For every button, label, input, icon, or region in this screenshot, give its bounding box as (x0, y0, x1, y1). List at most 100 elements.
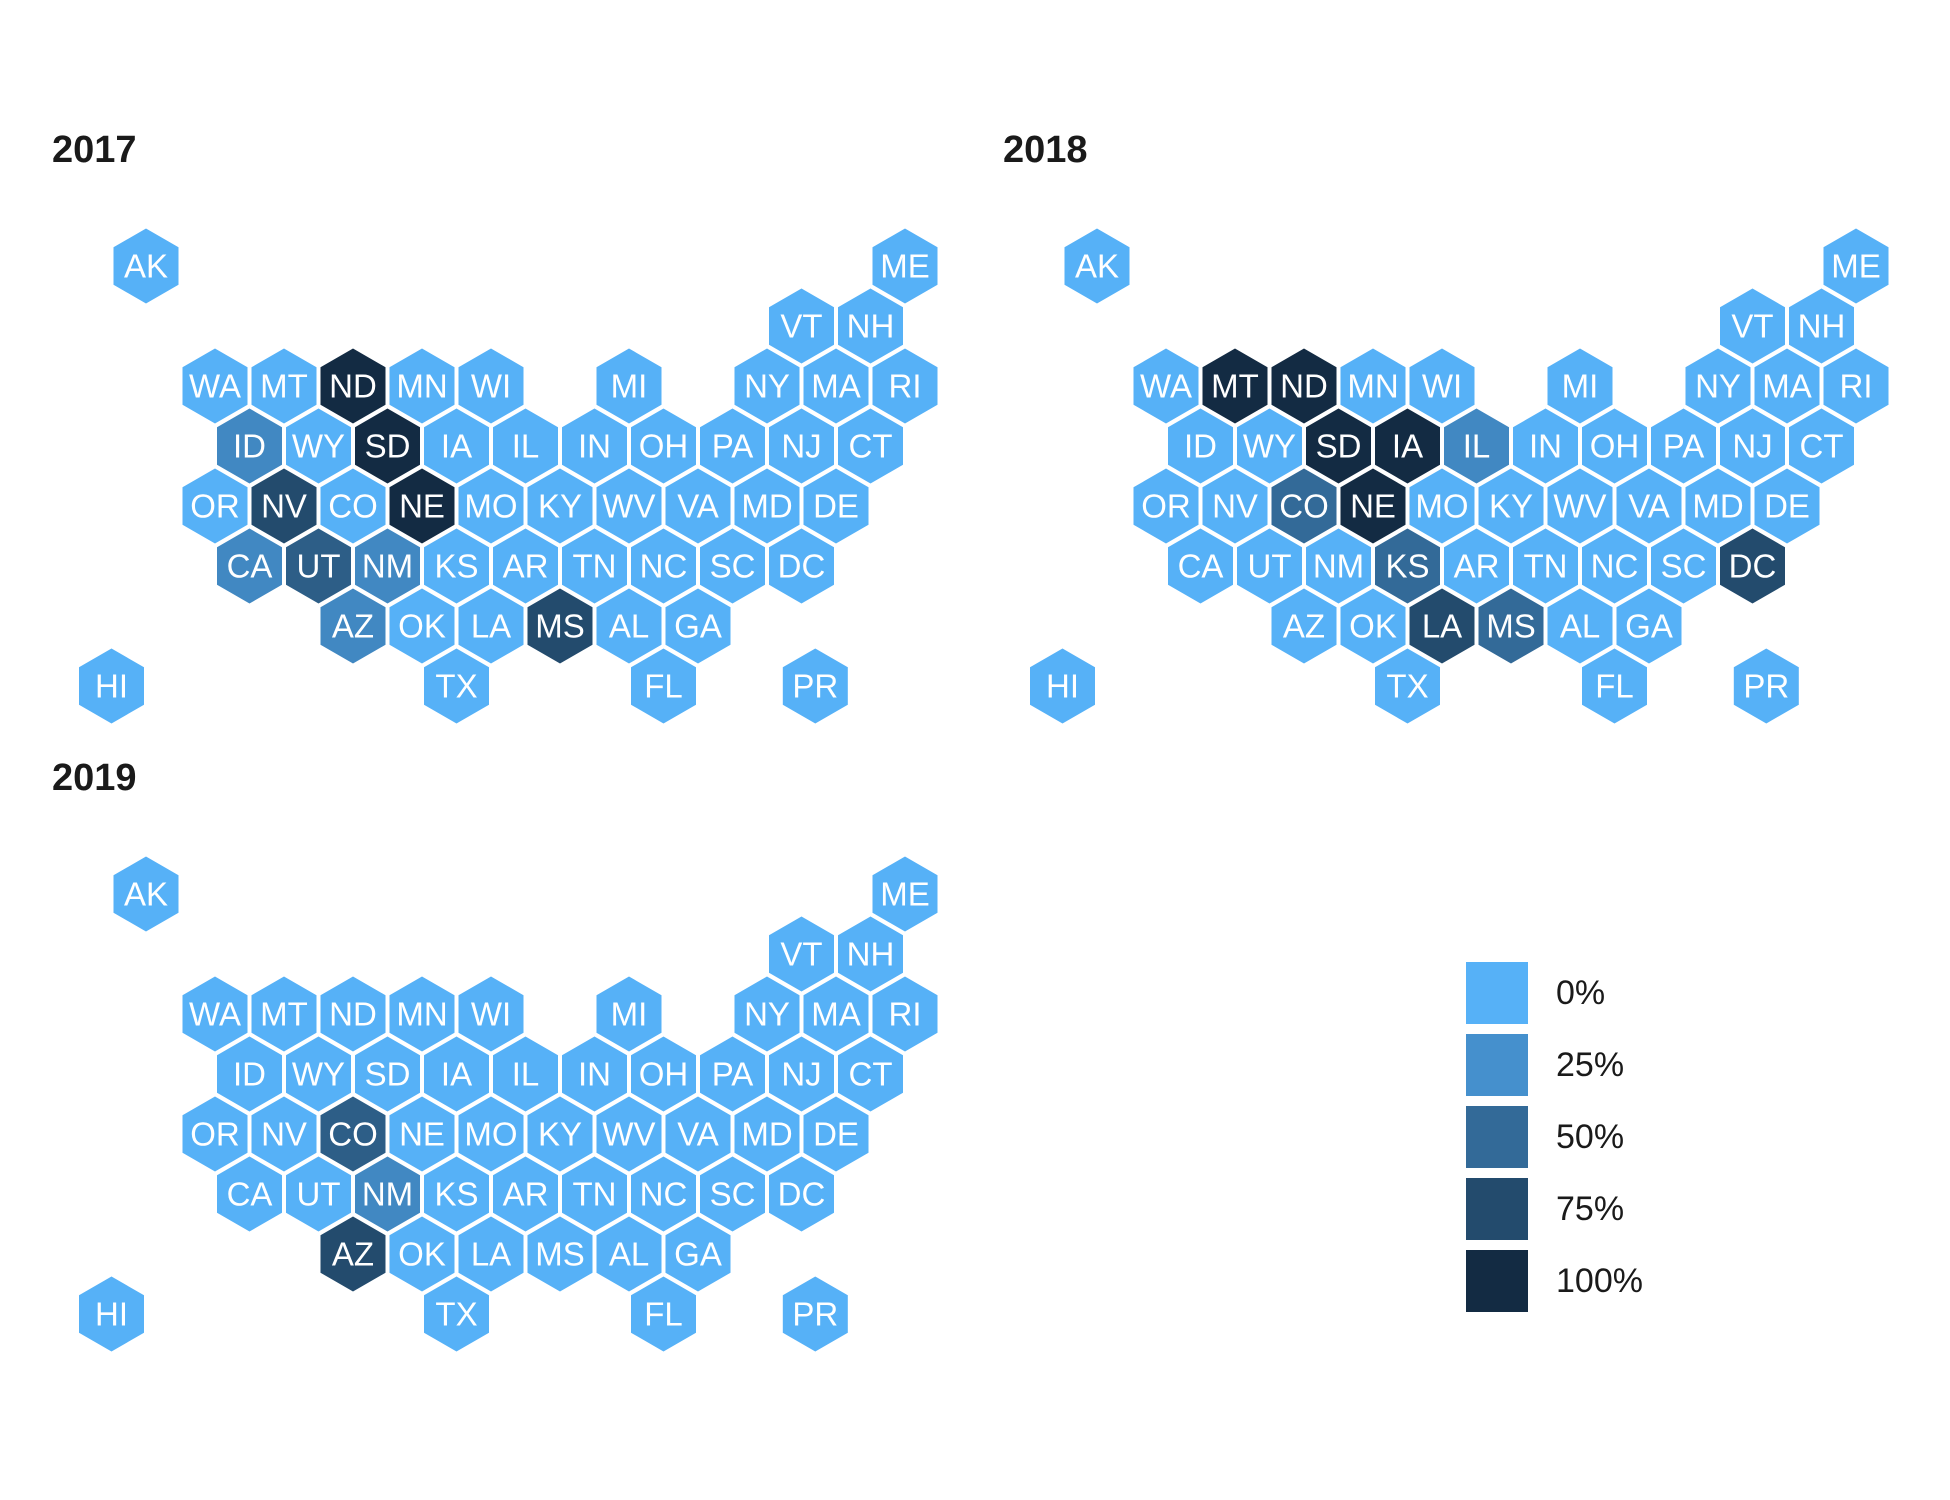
hex-ne (386, 1093, 458, 1175)
hex-tile-de: DE (800, 1093, 872, 1175)
hex-ga (662, 1213, 734, 1295)
hex-tile-or: OR (1130, 465, 1202, 547)
hex-tile-la: LA (455, 585, 527, 667)
hex-tile-az: AZ (317, 1213, 389, 1295)
hex-tile-al: AL (1544, 585, 1616, 667)
hex-wa (1130, 345, 1202, 427)
hex-mi (1544, 345, 1616, 427)
hex-label-de: DE (813, 1116, 859, 1153)
hex-label-ut: UT (1248, 548, 1292, 585)
hex-label-ok: OK (398, 608, 446, 645)
hex-tile-wy: WY (283, 405, 354, 487)
hex-tile-ok: OK (386, 585, 458, 667)
hex-label-nm: NM (362, 548, 413, 585)
hex-label-ms: MS (1486, 608, 1536, 645)
hex-tile-wa: WA (179, 345, 251, 427)
hex-label-mo: MO (464, 1116, 517, 1153)
hex-sd (1303, 405, 1374, 487)
hex-tile-il: IL (1441, 405, 1512, 487)
hex-nc (1579, 525, 1650, 607)
hex-label-me: ME (880, 248, 930, 285)
hex-id (214, 1033, 285, 1115)
hex-me (1820, 225, 1892, 307)
hex-tile-pr: PR (780, 645, 851, 727)
hex-ks (421, 525, 492, 607)
hex-me (869, 225, 941, 307)
hex-ak (110, 225, 182, 307)
hex-label-wi: WI (471, 368, 511, 405)
hex-tile-sc: SC (1648, 525, 1719, 607)
hex-ri (869, 345, 941, 427)
hex-label-ct: CT (1800, 428, 1844, 465)
hex-label-in: IN (578, 428, 611, 465)
hex-md (731, 1093, 803, 1175)
hex-label-ia: IA (1392, 428, 1423, 465)
legend-swatch (1466, 1034, 1528, 1096)
hex-nh (835, 285, 906, 367)
hex-tile-mt: MT (248, 973, 320, 1055)
hex-tile-tn: TN (559, 525, 630, 607)
hex-label-hi: HI (95, 668, 128, 705)
hex-nm (352, 1153, 423, 1235)
hex-label-id: ID (233, 428, 266, 465)
hex-label-tn: TN (1524, 548, 1568, 585)
hex-wy (283, 405, 354, 487)
hex-label-ga: GA (1625, 608, 1673, 645)
hex-label-nd: ND (329, 996, 377, 1033)
hex-ut (283, 525, 354, 607)
legend-label: 50% (1556, 1118, 1624, 1156)
hex-ct (835, 1033, 906, 1115)
hex-sc (697, 525, 768, 607)
hex-ok (1337, 585, 1409, 667)
hex-tile-ut: UT (283, 525, 354, 607)
hex-label-wi: WI (471, 996, 511, 1033)
hex-label-id: ID (233, 1056, 266, 1093)
hex-ia (421, 1033, 492, 1115)
hex-label-fl: FL (644, 668, 683, 705)
hex-tile-de: DE (1751, 465, 1823, 547)
hex-label-wv: WV (602, 488, 655, 525)
hex-label-nj: NJ (781, 1056, 821, 1093)
hex-mt (1199, 345, 1271, 427)
hex-oh (628, 405, 699, 487)
hex-label-fl: FL (1595, 668, 1634, 705)
hex-label-il: IL (1463, 428, 1491, 465)
hex-tile-ny: NY (731, 973, 803, 1055)
hex-label-in: IN (1529, 428, 1562, 465)
hex-label-ct: CT (849, 1056, 893, 1093)
hex-label-nj: NJ (1732, 428, 1772, 465)
hex-nd (317, 345, 389, 427)
hex-tile-or: OR (179, 465, 251, 547)
hex-ma (1751, 345, 1823, 427)
hex-wy (283, 1033, 354, 1115)
hex-label-ak: AK (124, 248, 168, 285)
hex-tile-nj: NJ (766, 405, 837, 487)
hex-tile-ct: CT (1786, 405, 1857, 487)
hex-tile-ne: NE (1337, 465, 1409, 547)
hex-tile-ms: MS (1475, 585, 1547, 667)
hex-sd (352, 405, 423, 487)
hex-mn (1337, 345, 1409, 427)
hex-label-or: OR (190, 488, 240, 525)
hex-label-ks: KS (1385, 548, 1429, 585)
hex-ma (800, 345, 872, 427)
hex-tile-wi: WI (1406, 345, 1478, 427)
hex-label-ky: KY (1489, 488, 1533, 525)
hex-tile-md: MD (731, 465, 803, 547)
hex-co (1268, 465, 1340, 547)
hex-label-al: AL (609, 1236, 649, 1273)
hex-tile-ok: OK (1337, 585, 1409, 667)
hex-label-nv: NV (261, 1116, 307, 1153)
hex-tile-mi: MI (593, 973, 665, 1055)
hex-label-al: AL (609, 608, 649, 645)
hex-label-co: CO (328, 488, 378, 525)
hex-label-oh: OH (639, 1056, 689, 1093)
hex-al (593, 585, 665, 667)
hex-ri (869, 973, 941, 1055)
hex-tile-ca: CA (1165, 525, 1236, 607)
hex-label-wv: WV (1553, 488, 1606, 525)
hex-label-mn: MN (1347, 368, 1398, 405)
hex-label-nm: NM (1313, 548, 1364, 585)
hex-va (662, 465, 734, 547)
hex-pa (1648, 405, 1719, 487)
